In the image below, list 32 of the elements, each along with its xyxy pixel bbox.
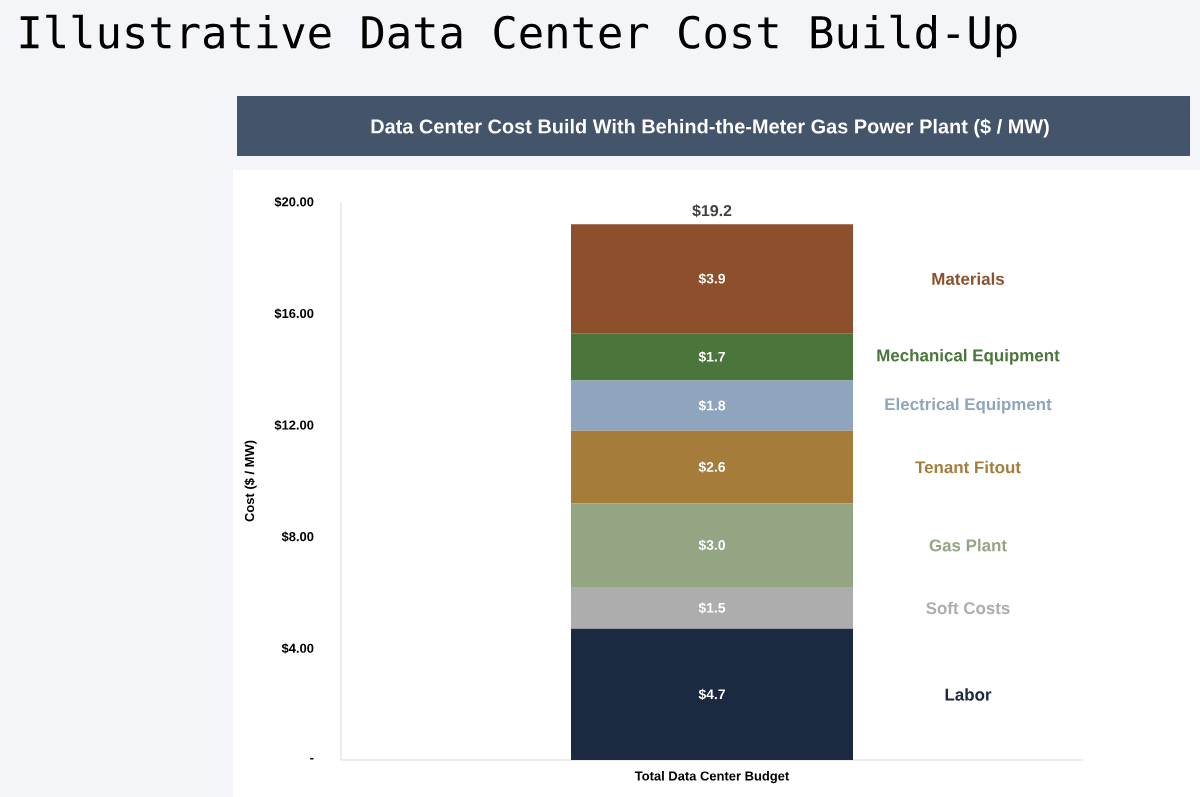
- data-label: $3.9: [698, 273, 726, 285]
- data-label: $4.7: [698, 688, 725, 701]
- data-label: $3.0: [698, 539, 726, 551]
- bar: [571, 503, 854, 588]
- data-label: $1.8: [698, 399, 726, 412]
- y-tick-label: $12.00: [274, 419, 314, 431]
- bar: [571, 587, 854, 629]
- bar: [571, 380, 854, 431]
- total-label: $19.2: [692, 204, 732, 218]
- chart-subtitle: Data Center Cost Build With Behind-the-Meter Gas Power Plant ($ / MW): [371, 118, 1049, 138]
- y-axis-title: Cost ($ / MW): [244, 440, 257, 522]
- bar: [571, 224, 854, 334]
- text: Tenant Fitout: [915, 460, 1021, 474]
- chart-title: Illustrative Data Center Cost Build-Up: [20, 14, 1017, 58]
- series-label: Mechanical Equipment: [877, 348, 1060, 365]
- y-tick-label: $4.00: [281, 643, 314, 654]
- y-tick-label: $20.00: [274, 196, 314, 208]
- data-label: $1.7: [698, 351, 725, 363]
- data-label: $2.6: [698, 461, 726, 473]
- bar: [571, 628, 854, 760]
- text: Labor: [945, 688, 992, 701]
- y-tick-label: -: [310, 757, 314, 760]
- x-tick-label: Total Data Center Budget: [634, 771, 790, 784]
- bar: [571, 333, 854, 381]
- bar: [571, 430, 854, 504]
- data-label: $1.5: [698, 602, 726, 614]
- y-tick-label: $16.00: [274, 308, 314, 319]
- text: Gas Plant: [929, 538, 1007, 552]
- text: Soft Costs: [926, 601, 1010, 615]
- text: Materials: [932, 272, 1005, 285]
- y-tick-label: $8.00: [281, 531, 314, 543]
- series-label: Electrical Equipment: [885, 397, 1052, 414]
